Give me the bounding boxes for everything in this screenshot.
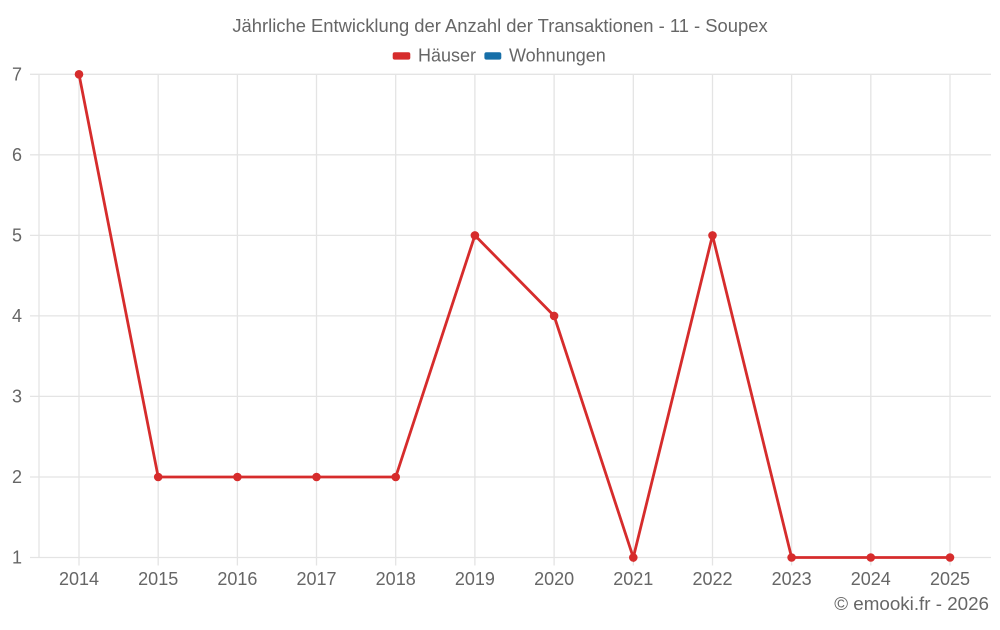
svg-text:3: 3 xyxy=(12,386,22,406)
svg-text:2016: 2016 xyxy=(217,569,257,589)
svg-text:2025: 2025 xyxy=(930,569,970,589)
svg-text:© emooki.fr - 2026: © emooki.fr - 2026 xyxy=(834,593,989,614)
svg-text:2: 2 xyxy=(12,467,22,487)
svg-text:2020: 2020 xyxy=(534,569,574,589)
svg-text:5: 5 xyxy=(12,225,22,245)
svg-text:4: 4 xyxy=(12,306,22,326)
svg-text:2023: 2023 xyxy=(772,569,812,589)
svg-text:7: 7 xyxy=(12,64,22,84)
svg-text:2018: 2018 xyxy=(376,569,416,589)
svg-text:2019: 2019 xyxy=(455,569,495,589)
svg-text:2021: 2021 xyxy=(613,569,653,589)
svg-text:6: 6 xyxy=(12,145,22,165)
svg-text:2022: 2022 xyxy=(692,569,732,589)
svg-text:2014: 2014 xyxy=(59,569,99,589)
svg-text:Häuser: Häuser xyxy=(418,45,476,65)
svg-text:2024: 2024 xyxy=(851,569,891,589)
svg-text:Wohnungen: Wohnungen xyxy=(509,45,606,65)
svg-text:2015: 2015 xyxy=(138,569,178,589)
svg-text:Jährliche Entwicklung der Anza: Jährliche Entwicklung der Anzahl der Tra… xyxy=(232,15,767,36)
svg-text:2017: 2017 xyxy=(296,569,336,589)
svg-text:1: 1 xyxy=(12,548,22,568)
